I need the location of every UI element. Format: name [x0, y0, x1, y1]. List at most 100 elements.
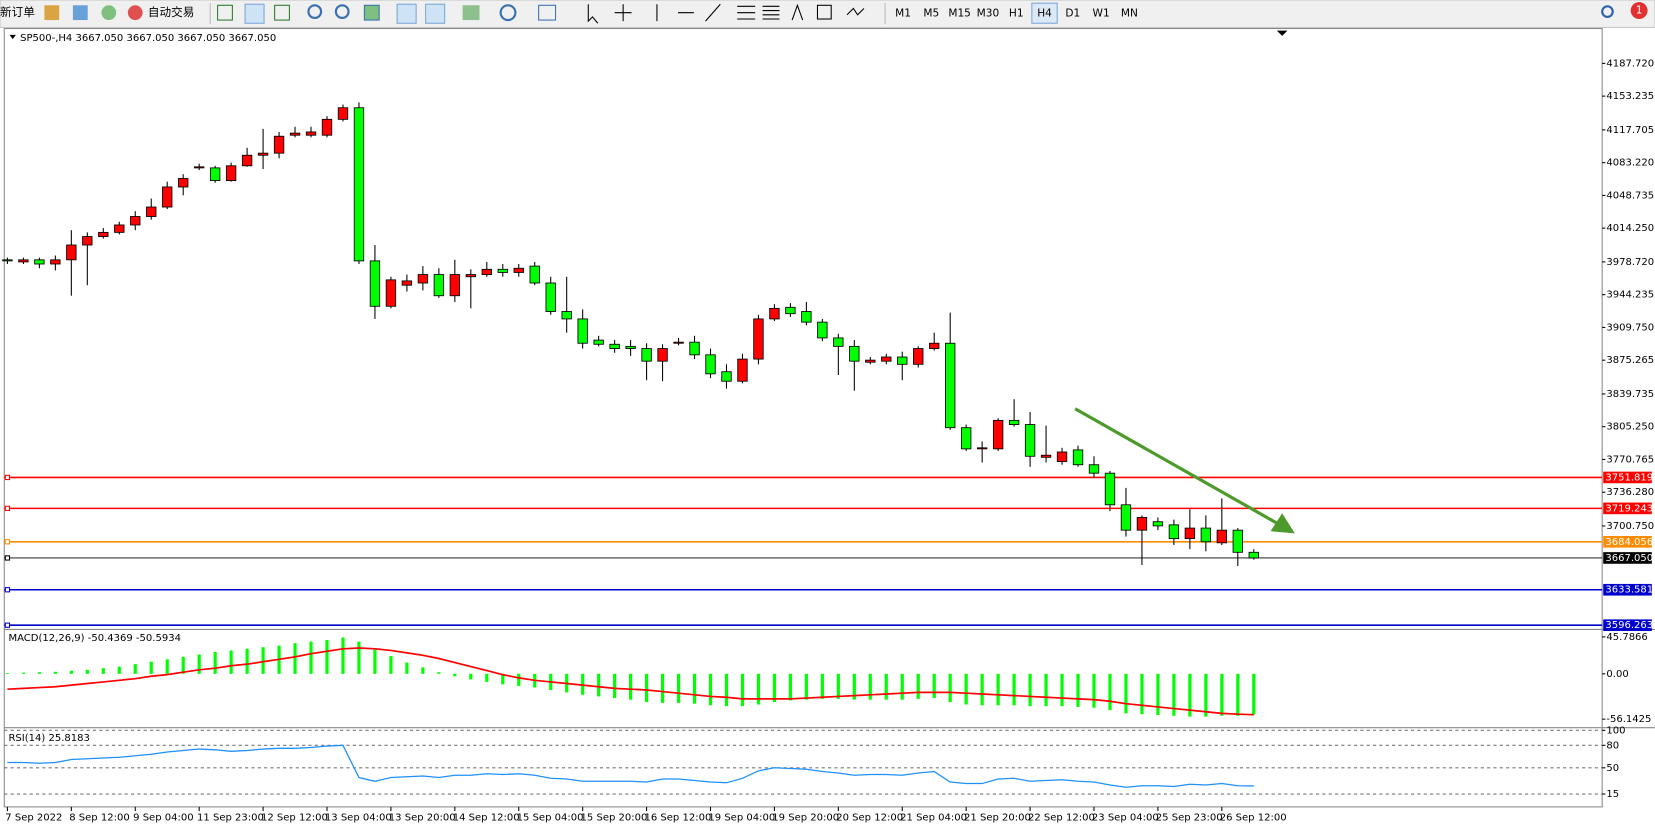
macd-bar — [1252, 673, 1256, 715]
toolbar-icon[interactable] — [499, 4, 517, 22]
macd-bar — [373, 649, 377, 674]
rsi-line — [7, 744, 1254, 788]
new-order-button[interactable]: 新订单 — [0, 5, 35, 19]
macd-bar — [69, 670, 73, 674]
macd-bar — [261, 647, 265, 674]
timeframe-button[interactable]: H4 — [1037, 8, 1052, 20]
zoom-out[interactable] — [334, 4, 350, 20]
price-label: 3596.263 — [1605, 620, 1653, 631]
macd-bar — [740, 673, 745, 707]
notification-count: 1 — [1636, 5, 1643, 17]
toolbar-icon[interactable] — [44, 5, 60, 21]
candle-body — [737, 358, 748, 382]
candle-body — [289, 132, 301, 136]
candle-body — [481, 268, 492, 275]
candle-body — [1136, 517, 1148, 531]
toolbar-icon[interactable] — [363, 4, 380, 21]
x-tick-label: 25 Sep 23:00 — [1156, 812, 1223, 823]
candle-body — [545, 282, 556, 312]
candle-body — [721, 371, 732, 382]
toolbar-icon[interactable] — [244, 3, 265, 24]
x-tick-label: 20 Sep 12:00 — [836, 812, 903, 823]
macd-bar — [756, 673, 761, 705]
toolbar-icon[interactable] — [462, 5, 480, 21]
macd-bar — [149, 661, 153, 674]
toolbar: 新订单 自动交易 M1 M5 M15 M30 H1 H4 D1 W1 MN 1 — [0, 0, 1655, 28]
toolbar-bg — [0, 0, 1655, 28]
timeframe-button[interactable]: M15 — [948, 8, 971, 20]
timeframes: M1 M5 M15 M30 H1 H4 D1 W1 MN — [895, 2, 1138, 24]
cursor-tool[interactable] — [587, 4, 599, 24]
macd-bar — [1124, 673, 1128, 714]
candle-body — [1040, 454, 1052, 458]
macd-bar — [117, 666, 121, 674]
search[interactable] — [1601, 5, 1614, 18]
macd-bar — [453, 673, 457, 677]
price-line-handle — [4, 622, 11, 628]
x-tick-label: 15 Sep 04:00 — [517, 812, 584, 823]
toolbar-icon[interactable] — [72, 5, 88, 21]
y-tick-label: 15 — [1606, 789, 1619, 800]
candle-body — [849, 345, 860, 362]
auto-trading-button[interactable]: 自动交易 — [148, 5, 194, 19]
candle-body — [1152, 521, 1164, 527]
candle-body — [1184, 527, 1196, 540]
candle-body — [992, 419, 1004, 450]
toolbar-icon[interactable] — [217, 4, 233, 21]
candle-body — [801, 311, 812, 323]
timeframe-button[interactable]: W1 — [1093, 8, 1110, 20]
candle-body — [337, 107, 349, 120]
macd-bar — [1012, 673, 1016, 706]
candle-body — [817, 321, 828, 339]
candle-body — [449, 274, 461, 297]
candle-body — [1120, 504, 1132, 531]
candle-body — [82, 236, 93, 246]
channel-tool[interactable] — [737, 5, 756, 20]
x-tick-label: 9 Sep 04:00 — [133, 812, 193, 823]
toolbar-icon[interactable] — [274, 4, 290, 21]
text-tool[interactable] — [791, 3, 804, 21]
timeframe-button[interactable]: H1 — [1009, 8, 1024, 20]
macd-bar — [1220, 673, 1224, 716]
line-tools[interactable] — [656, 3, 721, 22]
timeframe-button[interactable]: D1 — [1065, 8, 1080, 20]
fibo-tool[interactable] — [762, 5, 780, 20]
candle-body — [641, 348, 652, 362]
macd-bar — [629, 673, 633, 700]
y-tick-label: 4117.705 — [1606, 125, 1654, 136]
toolbar-icon[interactable] — [101, 5, 117, 21]
notification-badge[interactable] — [1630, 2, 1648, 20]
macd-bar — [660, 673, 665, 703]
price-line-handle — [4, 539, 11, 545]
auto-trading-icon[interactable] — [127, 5, 143, 21]
candle-body — [257, 152, 269, 156]
y-tick-label: 3770.765 — [1606, 454, 1654, 465]
macd-bar — [405, 662, 409, 674]
label-tool[interactable] — [816, 4, 832, 20]
macd-bar — [293, 643, 297, 674]
timeframe-button[interactable]: M1 — [895, 8, 911, 20]
crosshair-tool[interactable] — [614, 4, 632, 22]
y-tick-label: 80 — [1606, 740, 1619, 751]
macd-bar — [900, 673, 904, 700]
toolbar-icon[interactable] — [396, 3, 417, 24]
candle-body — [2, 259, 13, 262]
y-tick-label: 45.7866 — [1606, 632, 1647, 643]
candle-body — [465, 274, 476, 278]
macd-bar — [597, 673, 601, 697]
shapes-tool[interactable] — [846, 7, 865, 16]
timeframe-button[interactable]: MN — [1121, 8, 1138, 20]
candle-body — [929, 342, 940, 349]
macd-bar — [1108, 673, 1112, 711]
macd-bar — [1092, 673, 1096, 708]
timeframe-button[interactable]: M5 — [923, 8, 939, 20]
timeframe-button[interactable]: M30 — [977, 8, 1000, 20]
candle-body — [146, 206, 157, 217]
toolbar-icon[interactable] — [425, 3, 446, 24]
price-label-bg — [1603, 471, 1652, 484]
toolbar-icon[interactable] — [538, 4, 557, 21]
macd-bar — [884, 673, 888, 700]
macd-bar — [309, 641, 313, 674]
zoom-in[interactable] — [307, 4, 323, 20]
